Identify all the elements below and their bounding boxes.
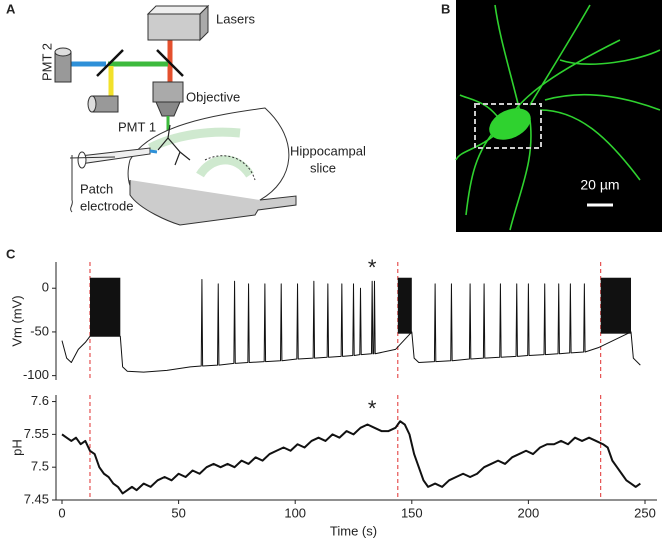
x-tick-label: 150 [401,505,423,520]
pmt [54,47,72,57]
label: Hippocampal [290,143,366,158]
panel-letter: A [6,1,16,16]
label: Patch [80,181,113,196]
x-tick-label: 50 [171,505,185,520]
electrode [77,151,87,169]
x-tick-label: 250 [634,505,656,520]
scale-label: 20 µm [580,177,619,193]
neuron-image [455,4,661,231]
label: slice [310,160,336,175]
x-tick-label: 200 [518,505,540,520]
y-tick-label: 7.5 [31,459,49,474]
y-axis-label: pH [9,439,24,456]
label: PMT 2 [39,43,54,81]
objective [152,81,184,103]
laser-box [146,5,210,15]
y-axis-label: Vm (mV) [9,295,24,346]
objective [155,101,181,117]
wire [69,155,116,213]
x-tick-label: 100 [284,505,306,520]
cell-layer [147,127,254,178]
label: Lasers [216,11,256,26]
annotation: * [368,255,377,280]
dichroic-mirror [96,49,124,77]
zoom-box [474,103,542,149]
trace [61,278,641,373]
label: electrode [80,198,133,213]
laser-box [147,13,201,41]
neuron [157,124,191,166]
electrode-tip [149,149,158,154]
annotation: * [368,396,377,421]
panel-letter: C [6,246,16,261]
burst [397,277,412,334]
dichroic-mirror [156,49,184,77]
y-tick-label: 7.6 [31,393,49,408]
label: PMT 1 [118,119,156,134]
y-tick-label: -50 [30,323,49,338]
panel-b: B 20 µm [441,0,662,232]
y-tick-label: 7.55 [24,426,49,441]
panel-a: A Lasers PMT 2 PMT 1 Objective [6,1,366,226]
panel-c: 0 -50 -100 Vm (mV) * 7.45 7.5 7.55 7.6 pH 0 50 100 15… [9,255,657,538]
x-tick-label: 0 [58,505,65,520]
x-axis-label: Time (s) [330,523,377,538]
soma [489,108,531,140]
trace [61,420,641,495]
slice-edge [129,180,297,226]
y-tick-label: -100 [23,367,49,382]
y-tick-label: 7.45 [24,491,49,506]
burst [89,277,121,337]
y-tick-label: 0 [42,280,49,295]
label: Objective [186,89,240,104]
pmt [87,95,97,113]
panel-letter: B [441,1,450,16]
micrograph [456,0,662,232]
burst [600,277,632,334]
